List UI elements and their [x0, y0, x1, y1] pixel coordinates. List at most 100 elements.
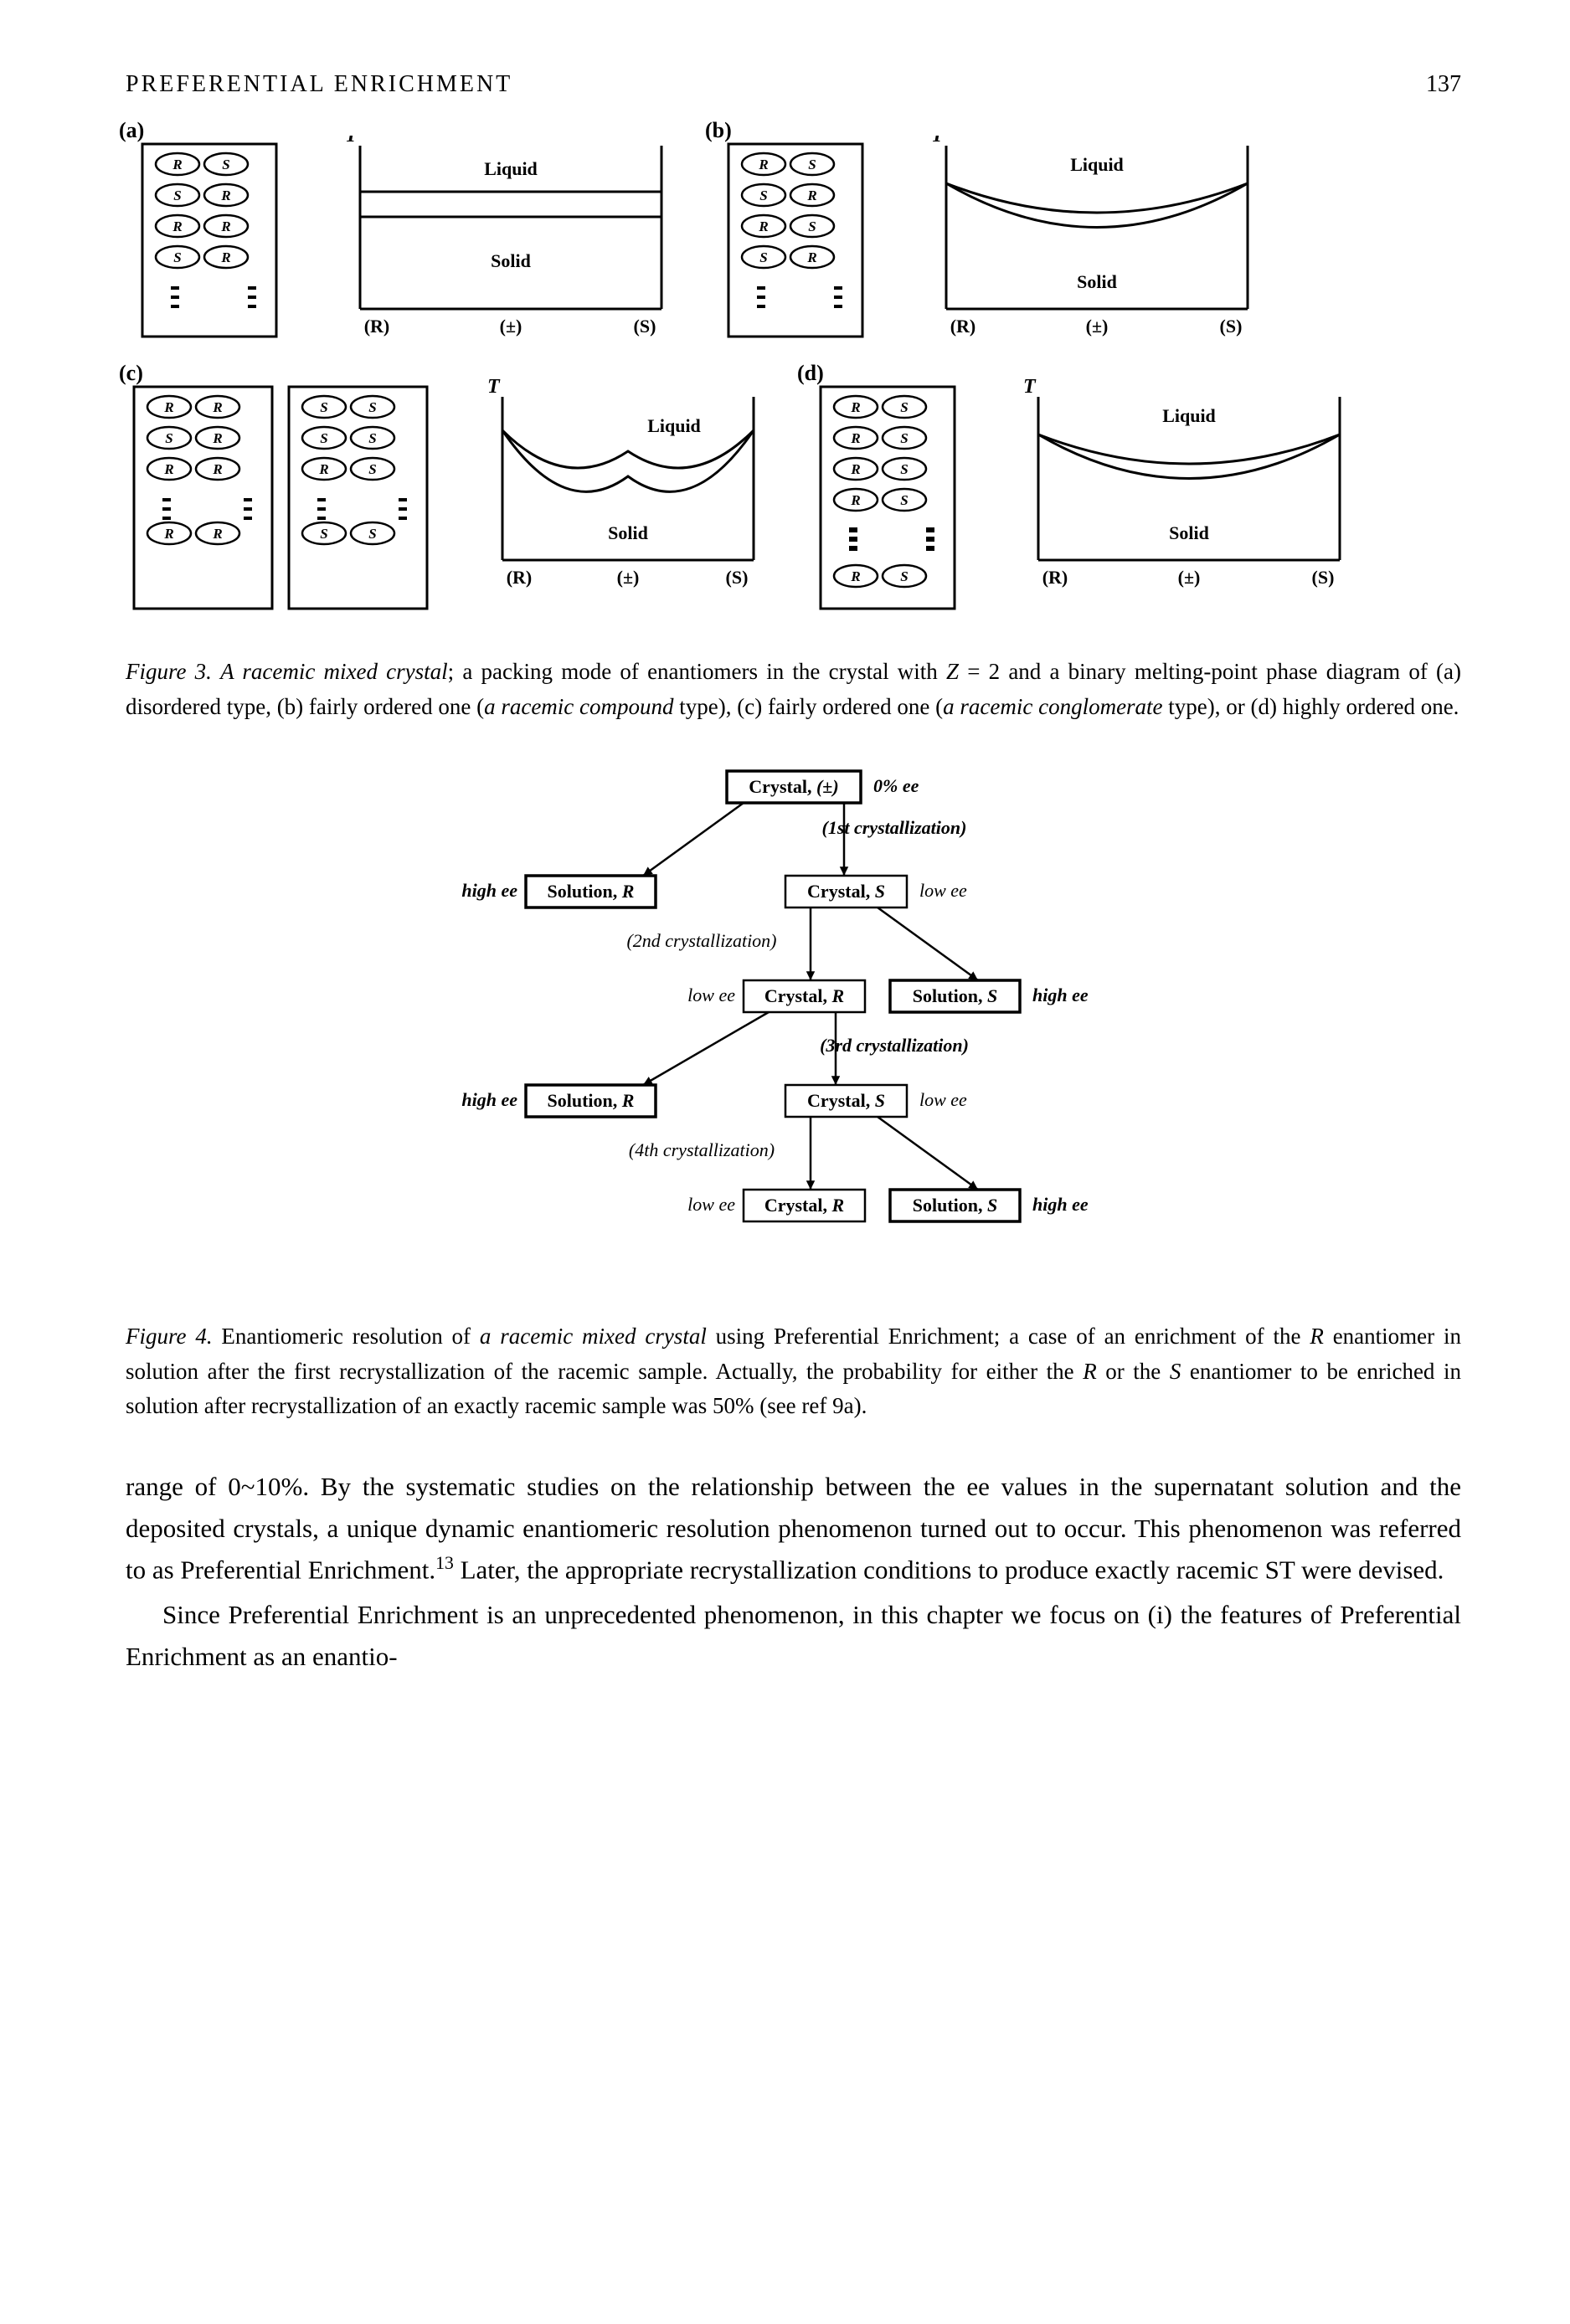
svg-text:(S): (S)	[634, 316, 656, 337]
svg-text:R: R	[220, 249, 230, 265]
svg-text:Solid: Solid	[1169, 522, 1209, 543]
svg-text:R: R	[850, 568, 860, 584]
svg-text:Solution, S: Solution, S	[912, 985, 997, 1006]
svg-text:T: T	[931, 136, 945, 147]
svg-text:(3rd crystallization): (3rd crystallization)	[820, 1035, 969, 1056]
svg-text:S: S	[165, 430, 172, 446]
svg-text:T: T	[1023, 378, 1037, 398]
running-head: PREFERENTIAL ENRICHMENT	[126, 67, 512, 102]
svg-text:Solid: Solid	[608, 522, 648, 543]
body-text: range of 0~10%. By the systematic studie…	[126, 1466, 1461, 1677]
svg-text:Solution, R: Solution, R	[547, 881, 634, 902]
svg-text:S: S	[368, 461, 376, 477]
page-number: 137	[1426, 67, 1461, 102]
svg-text:S: S	[320, 430, 327, 446]
svg-text:R: R	[163, 399, 173, 415]
svg-text:S: S	[900, 399, 908, 415]
svg-text:S: S	[173, 249, 181, 265]
svg-text:R: R	[806, 249, 816, 265]
svg-text:S: S	[808, 219, 816, 234]
svg-text:R: R	[163, 526, 173, 542]
svg-text:S: S	[320, 399, 327, 415]
fig3-d-crystal: (d) RSRSRSRSRS	[804, 378, 971, 621]
fig3-a-phase: LiquidSolidT(R)(±)(S)	[318, 136, 687, 362]
svg-text:Crystal, R: Crystal, R	[764, 985, 843, 1006]
svg-text:R: R	[850, 399, 860, 415]
svg-text:(S): (S)	[1220, 316, 1243, 337]
svg-text:R: R	[758, 219, 768, 234]
svg-text:Solution, S: Solution, S	[912, 1195, 997, 1216]
fig3-c-crystal: (c) RRSRRRRRSSSSRSSS	[126, 378, 435, 621]
svg-text:low ee: low ee	[687, 985, 735, 1005]
svg-text:R: R	[212, 399, 222, 415]
svg-text:Crystal, (±): Crystal, (±)	[749, 776, 838, 797]
svg-text:R: R	[163, 461, 173, 477]
figure-3: (a) RSSRRRSR LiquidSolidT(R)(±)(S) (b) R…	[126, 136, 1461, 725]
fig3-b-crystal: (b) RSSRRSSR	[712, 136, 879, 353]
svg-text:R: R	[212, 430, 222, 446]
svg-text:(±): (±)	[1086, 316, 1109, 337]
svg-text:high ee: high ee	[1032, 985, 1089, 1005]
svg-text:Liquid: Liquid	[1070, 154, 1124, 175]
svg-text:S: S	[759, 249, 767, 265]
fig3-b-phase: Liquid Solid T (R) (±) (S)	[904, 136, 1273, 362]
svg-text:R: R	[850, 461, 860, 477]
svg-text:R: R	[758, 157, 768, 172]
svg-text:R: R	[172, 157, 182, 172]
svg-text:(R): (R)	[507, 567, 533, 588]
svg-text:(±): (±)	[1178, 567, 1201, 588]
svg-text:(R): (R)	[364, 316, 390, 337]
svg-text:S: S	[900, 461, 908, 477]
svg-text:0% ee: 0% ee	[873, 775, 919, 796]
svg-text:high ee: high ee	[461, 1089, 517, 1110]
svg-text:R: R	[212, 526, 222, 542]
svg-text:Crystal, R: Crystal, R	[764, 1195, 843, 1216]
figure-4-caption: Figure 4. Enantiomeric resolution of a r…	[126, 1319, 1461, 1425]
svg-text:(R): (R)	[950, 316, 976, 337]
svg-text:(R): (R)	[1042, 567, 1068, 588]
svg-text:Liquid: Liquid	[647, 415, 701, 436]
svg-text:S: S	[900, 568, 908, 584]
svg-text:(S): (S)	[1312, 567, 1335, 588]
svg-text:R: R	[212, 461, 222, 477]
svg-text:T: T	[345, 136, 358, 147]
svg-text:R: R	[172, 219, 182, 234]
figure-3-caption: Figure 3. A racemic mixed crystal; a pac…	[126, 655, 1461, 725]
svg-text:(2nd crystallization): (2nd crystallization)	[626, 930, 776, 951]
svg-text:Solid: Solid	[491, 250, 531, 271]
svg-text:R: R	[318, 461, 328, 477]
svg-text:R: R	[220, 219, 230, 234]
svg-text:high ee: high ee	[1032, 1194, 1089, 1215]
svg-text:S: S	[320, 526, 327, 542]
svg-text:S: S	[808, 157, 816, 172]
svg-text:low ee: low ee	[687, 1194, 735, 1215]
svg-text:Solution, R: Solution, R	[547, 1090, 634, 1111]
svg-text:S: S	[900, 492, 908, 508]
svg-text:(±): (±)	[617, 567, 640, 588]
svg-text:(4th crystallization): (4th crystallization)	[628, 1139, 774, 1160]
svg-text:R: R	[806, 188, 816, 203]
svg-text:R: R	[220, 188, 230, 203]
svg-text:T: T	[487, 378, 501, 398]
svg-text:low ee: low ee	[919, 1089, 967, 1110]
body-paragraph-1: range of 0~10%. By the systematic studie…	[126, 1466, 1461, 1591]
svg-text:Crystal, S: Crystal, S	[807, 881, 885, 902]
svg-text:S: S	[173, 188, 181, 203]
svg-text:S: S	[368, 430, 376, 446]
svg-text:(S): (S)	[726, 567, 749, 588]
svg-text:S: S	[759, 188, 767, 203]
body-paragraph-2: Since Preferential Enrichment is an unpr…	[126, 1594, 1461, 1677]
svg-text:Liquid: Liquid	[484, 158, 538, 179]
svg-text:S: S	[368, 399, 376, 415]
fig3-a-crystal: (a) RSSRRRSR	[126, 136, 293, 353]
svg-text:high ee: high ee	[461, 880, 517, 901]
svg-text:Liquid: Liquid	[1162, 405, 1216, 426]
fig3-d-phase: Liquid Solid T (R) (±) (S)	[996, 378, 1365, 630]
svg-text:S: S	[900, 430, 908, 446]
svg-text:Crystal, S: Crystal, S	[807, 1090, 885, 1111]
svg-text:S: S	[222, 157, 229, 172]
svg-text:Solid: Solid	[1077, 271, 1117, 292]
svg-text:R: R	[850, 492, 860, 508]
svg-text:R: R	[850, 430, 860, 446]
fig3-c-phase: Liquid Solid T (R) (±) (S)	[461, 378, 779, 630]
